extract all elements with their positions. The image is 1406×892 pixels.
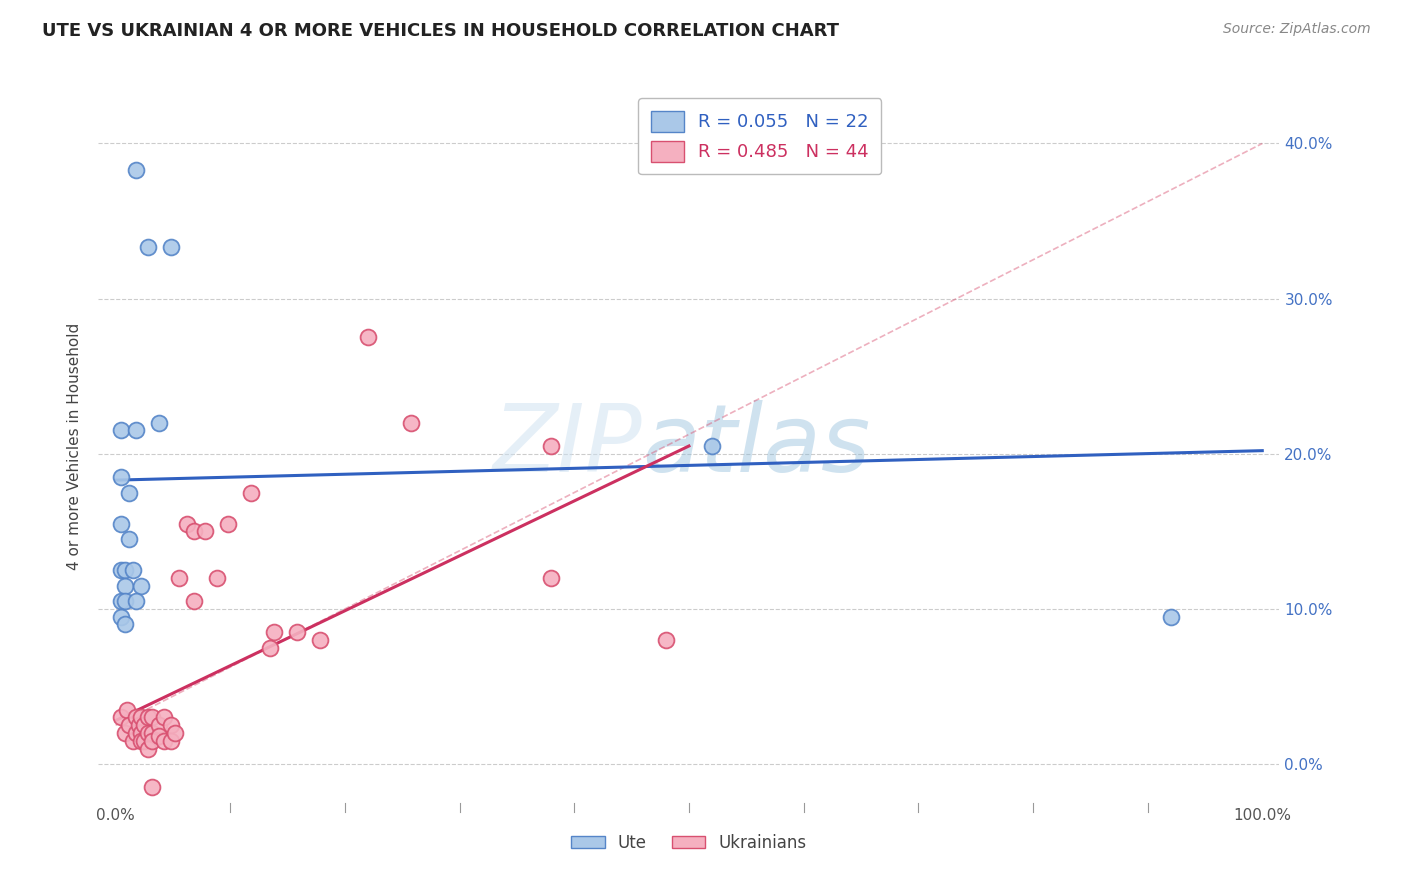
Point [152, 710, 174, 724]
Point [125, 726, 148, 740]
Text: ZIP: ZIP [492, 401, 641, 491]
Point [136, 726, 159, 740]
Point [1160, 609, 1182, 624]
Point [125, 424, 148, 438]
Point [110, 470, 132, 484]
Point [159, 718, 181, 732]
Point [183, 524, 205, 539]
Point [129, 579, 152, 593]
Point [205, 571, 228, 585]
Point [141, 733, 163, 747]
Point [357, 330, 380, 344]
Point [239, 485, 262, 500]
Point [118, 532, 141, 546]
Point [700, 439, 723, 453]
Point [165, 726, 187, 740]
Point [125, 594, 148, 608]
Y-axis label: 4 or more Vehicles in Household: 4 or more Vehicles in Household [67, 322, 83, 570]
Point [129, 726, 152, 740]
Point [136, 741, 159, 756]
Point [136, 240, 159, 254]
Point [121, 563, 143, 577]
Point [129, 733, 152, 747]
Point [141, 780, 163, 795]
Point [125, 710, 148, 724]
Point [110, 710, 132, 724]
Point [114, 563, 136, 577]
Point [134, 718, 156, 732]
Point [159, 733, 181, 747]
Point [259, 640, 281, 655]
Point [115, 703, 138, 717]
Point [217, 516, 239, 531]
Point [141, 726, 163, 740]
Point [141, 710, 163, 724]
Point [114, 594, 136, 608]
Point [655, 632, 678, 647]
Point [129, 710, 152, 724]
Point [110, 516, 132, 531]
Legend: Ute, Ukrainians: Ute, Ukrainians [565, 828, 813, 859]
Text: Source: ZipAtlas.com: Source: ZipAtlas.com [1223, 22, 1371, 37]
Point [136, 710, 159, 724]
Point [148, 416, 170, 430]
Point [167, 571, 190, 585]
Point [152, 733, 174, 747]
Point [540, 571, 562, 585]
Point [114, 726, 136, 740]
Point [134, 733, 156, 747]
Point [148, 718, 170, 732]
Point [118, 718, 141, 732]
Point [110, 424, 132, 438]
Point [540, 439, 562, 453]
Point [125, 162, 148, 177]
Point [401, 416, 423, 430]
Point [110, 609, 132, 624]
Point [110, 594, 132, 608]
Point [176, 516, 198, 531]
Point [194, 524, 217, 539]
Point [128, 718, 150, 732]
Point [114, 617, 136, 632]
Point [148, 729, 170, 743]
Point [110, 563, 132, 577]
Point [114, 579, 136, 593]
Point [121, 733, 143, 747]
Point [159, 240, 181, 254]
Point [308, 632, 330, 647]
Point [263, 625, 285, 640]
Text: atlas: atlas [641, 401, 870, 491]
Point [118, 485, 141, 500]
Point [285, 625, 308, 640]
Point [183, 594, 205, 608]
Text: UTE VS UKRAINIAN 4 OR MORE VEHICLES IN HOUSEHOLD CORRELATION CHART: UTE VS UKRAINIAN 4 OR MORE VEHICLES IN H… [42, 22, 839, 40]
